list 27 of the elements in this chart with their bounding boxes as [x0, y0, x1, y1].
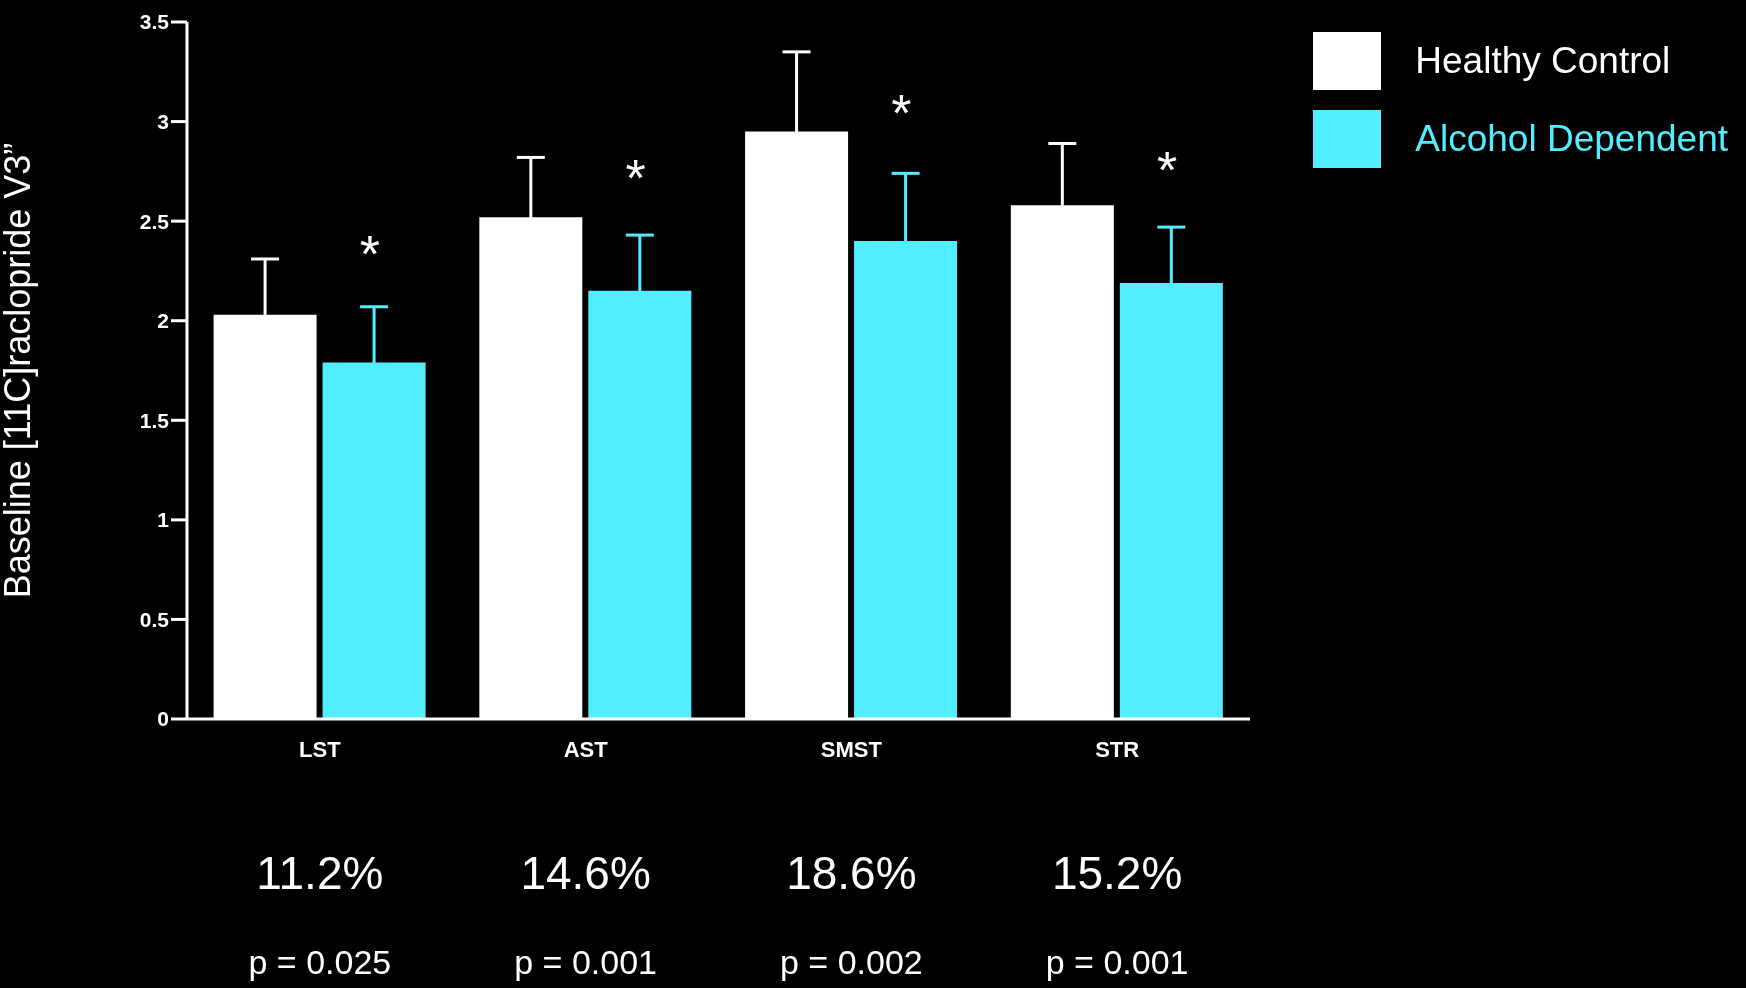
y-tick-label: 1	[157, 508, 170, 532]
legend-label: Alcohol Dependent	[1415, 118, 1728, 160]
text: p = 0.025	[247, 943, 393, 981]
x-tick-label: LST	[299, 736, 342, 762]
annotation: *	[358, 225, 381, 284]
annotation: *	[1156, 140, 1179, 199]
y-tick-label: 0	[157, 707, 169, 731]
x-tick-label: AST	[563, 736, 609, 762]
y-tick-label: 3.5	[139, 10, 170, 34]
x-tick-label: SMST	[820, 736, 883, 762]
text: 14.6%	[519, 847, 652, 899]
text: p = 0.002	[779, 943, 924, 981]
y-axis-title: Baseline [11C]raclopride V3”	[0, 142, 38, 599]
legend-label: Healthy Control	[1415, 40, 1671, 82]
text: 18.6%	[785, 847, 918, 899]
y-tick-label: 2	[157, 309, 169, 333]
y-tick-label: 3	[157, 110, 169, 134]
text: 15.2%	[1050, 847, 1184, 899]
text: p = 0.001	[1044, 943, 1190, 981]
y-tick-label: 1.5	[139, 408, 170, 432]
y-tick-label: 2.5	[139, 209, 170, 233]
annotation: *	[890, 84, 913, 143]
text: p = 0.001	[513, 943, 658, 981]
annotation: *	[624, 149, 647, 208]
text: 11.2%	[255, 847, 385, 899]
x-tick-label: STR	[1095, 736, 1140, 762]
y-tick-label: 0.5	[139, 607, 170, 631]
